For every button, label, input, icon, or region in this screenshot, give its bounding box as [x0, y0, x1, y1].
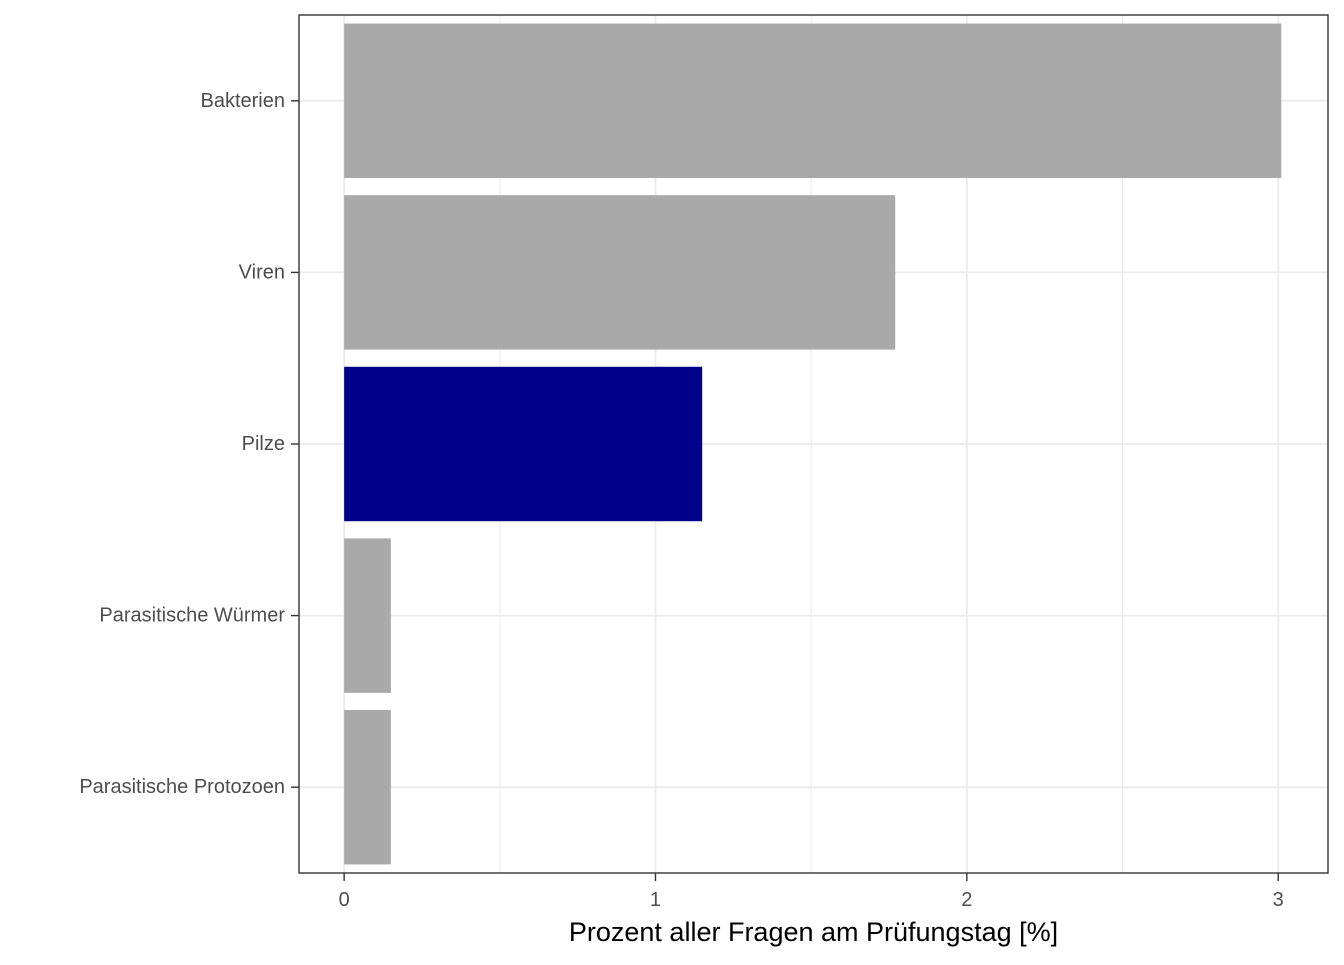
y-tick-label: Viren: [239, 261, 285, 283]
x-tick-label: 2: [961, 889, 972, 911]
y-tick-label: Parasitische Protozoen: [79, 776, 285, 798]
y-tick-label: Pilze: [242, 433, 285, 455]
x-tick-label: 0: [339, 889, 350, 911]
x-axis-title: Prozent aller Fragen am Prüfungstag [%]: [569, 917, 1058, 947]
bar-pilze: [344, 366, 703, 522]
x-axis: 0 1 2 3: [339, 873, 1284, 911]
bar-parasitische-würmer: [344, 538, 391, 693]
y-axis: Bakterien Viren Pilze Parasitische Würmer Pa…: [79, 90, 299, 798]
bar-viren: [344, 195, 896, 350]
x-tick-label: 3: [1273, 889, 1284, 911]
x-tick-label: 1: [650, 889, 661, 911]
bars-layer: [344, 23, 1282, 865]
bar-parasitische-protozoen: [344, 709, 391, 865]
y-tick-label: Parasitische Würmer: [99, 605, 285, 627]
y-tick-label: Bakterien: [201, 90, 286, 112]
bar-bakterien: [344, 23, 1282, 179]
